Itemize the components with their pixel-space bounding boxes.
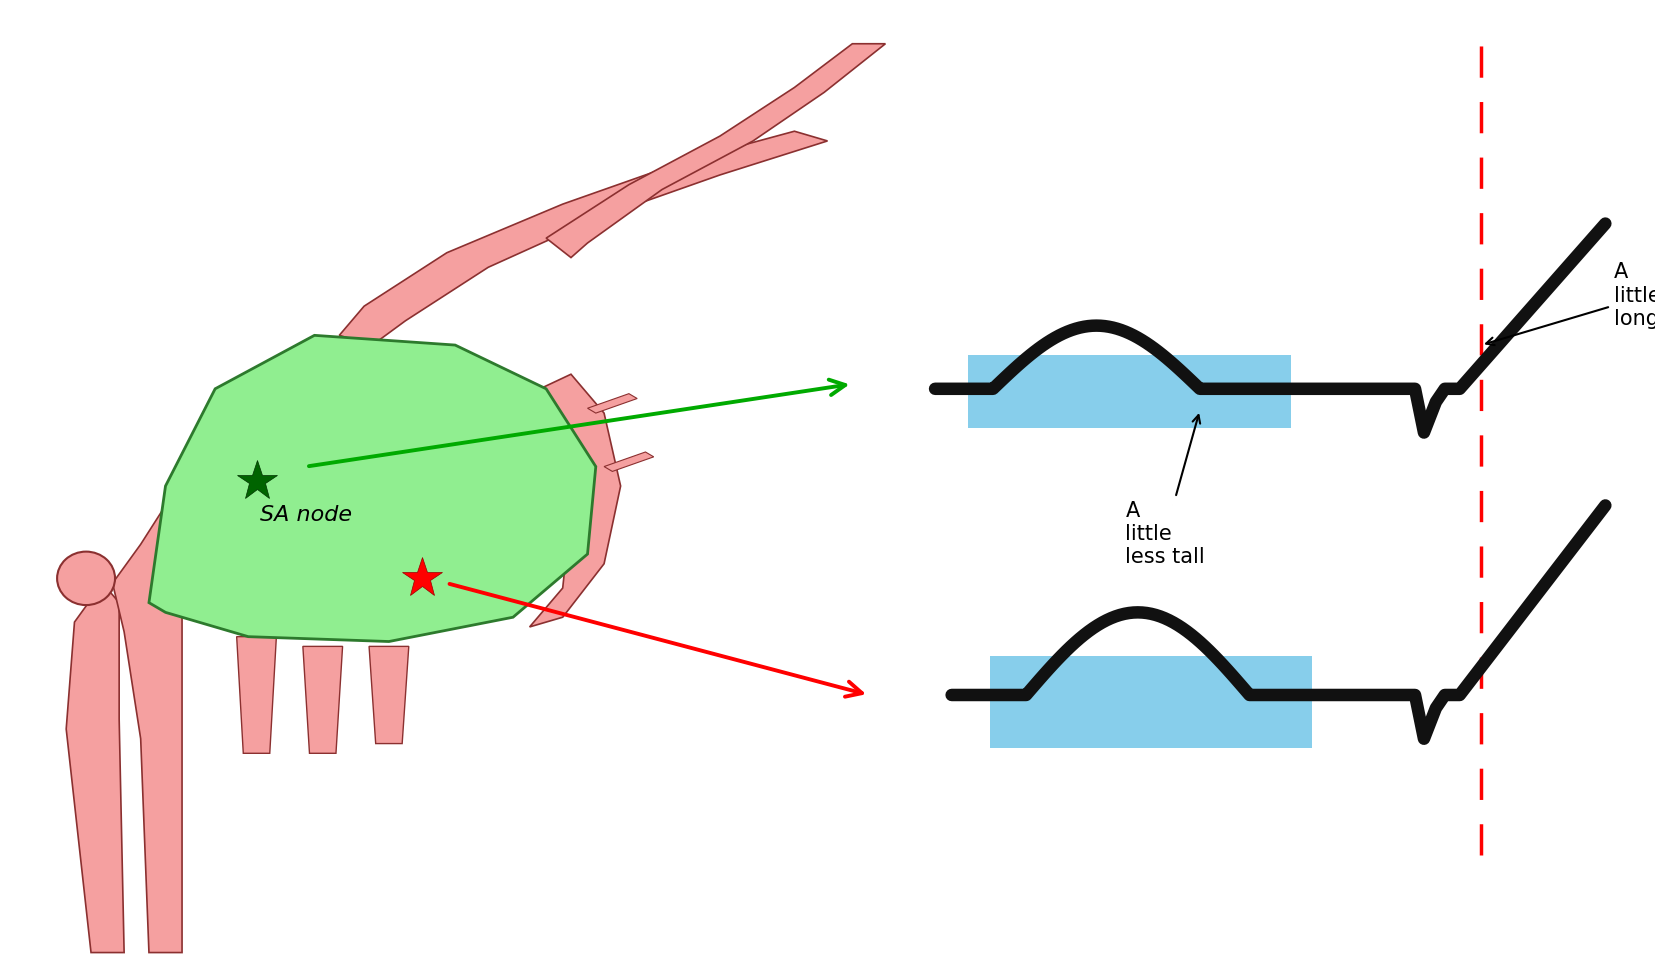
Text: SA node: SA node [260, 505, 353, 525]
Polygon shape [237, 637, 276, 753]
Polygon shape [66, 583, 124, 953]
Polygon shape [339, 131, 828, 345]
Text: A
little
longer: A little longer [1486, 262, 1655, 345]
Text: A
little
less tall: A little less tall [1125, 415, 1205, 567]
Polygon shape [113, 505, 182, 953]
Polygon shape [546, 44, 885, 258]
Bar [990, 656, 1312, 748]
Polygon shape [149, 335, 596, 642]
Ellipse shape [56, 551, 116, 605]
Bar [968, 355, 1291, 428]
Polygon shape [369, 646, 409, 744]
Polygon shape [604, 452, 654, 471]
Polygon shape [588, 394, 637, 413]
Polygon shape [303, 646, 343, 753]
Polygon shape [530, 374, 621, 627]
